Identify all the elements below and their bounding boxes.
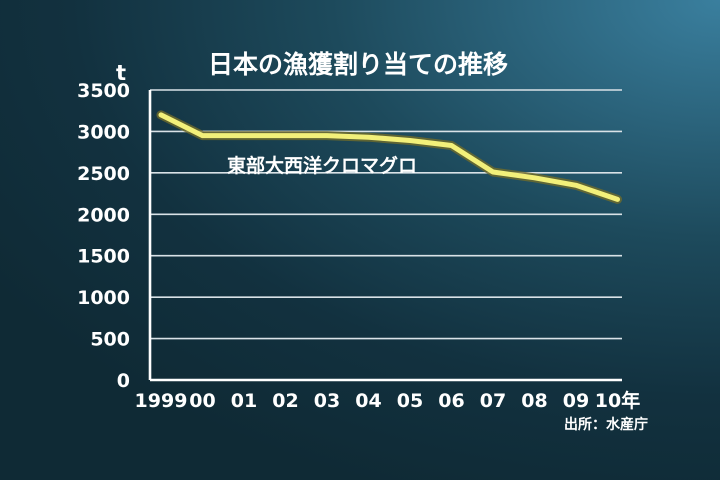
y-tick-label-2000: 2000 xyxy=(77,204,130,226)
x-tick-label-5: 04 xyxy=(355,390,381,412)
y-tick-label-0: 0 xyxy=(117,370,130,392)
x-tick-label-11: 10年 xyxy=(595,389,640,412)
x-tick-label-6: 05 xyxy=(397,390,423,412)
x-tick-label-0: 1999 xyxy=(135,390,188,412)
series-layer xyxy=(156,110,622,204)
y-tick-label-1500: 1500 xyxy=(77,246,130,268)
x-tick-label-7: 06 xyxy=(438,390,464,412)
source-note: 出所：水産庁 xyxy=(564,416,648,433)
y-axis-ticks: 0 500 1000 1500 2000 2500 3000 3500 xyxy=(77,80,130,392)
x-tick-label-8: 07 xyxy=(480,390,506,412)
y-tick-label-2500: 2500 xyxy=(77,163,130,185)
y-tick-label-1000: 1000 xyxy=(77,287,130,309)
y-tick-label-3000: 3000 xyxy=(77,121,130,143)
chart-title: 日本の漁獲割り当ての推移 xyxy=(208,50,508,79)
x-tick-label-3: 02 xyxy=(272,390,298,412)
y-tick-label-3500: 3500 xyxy=(77,80,130,102)
series-line-0 xyxy=(158,112,620,202)
y-tick-label-500: 500 xyxy=(90,329,130,351)
x-tick-label-10: 09 xyxy=(563,390,589,412)
x-tick-label-2: 01 xyxy=(231,390,257,412)
x-tick-label-4: 03 xyxy=(314,390,340,412)
x-axis-ticks: 1999 00 01 02 03 04 05 06 07 08 09 10年 xyxy=(135,389,641,412)
x-tick-label-1: 00 xyxy=(189,390,215,412)
x-tick-label-9: 08 xyxy=(521,390,547,412)
gridlines xyxy=(148,89,622,382)
y-axis-unit-label: t xyxy=(116,61,126,85)
series-label: 東部大西洋クロマグロ xyxy=(227,154,417,177)
